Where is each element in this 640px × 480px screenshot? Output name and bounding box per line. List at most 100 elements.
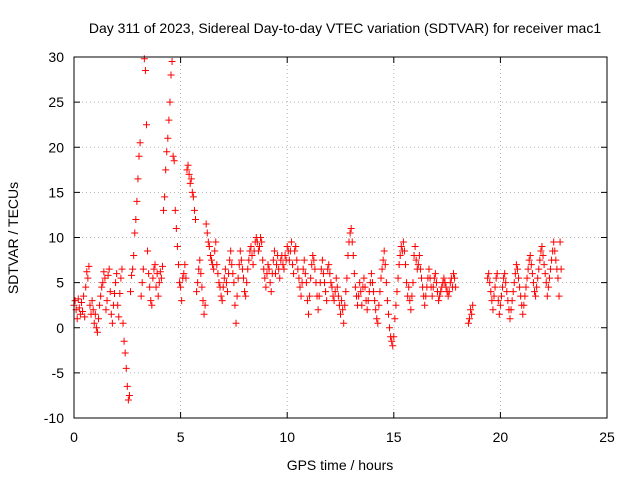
data-point <box>131 229 139 237</box>
y-tick-label: -5 <box>52 365 65 381</box>
data-point <box>493 270 501 278</box>
data-point <box>113 270 121 278</box>
data-point <box>83 268 91 276</box>
data-point <box>343 274 351 282</box>
data-point <box>515 274 523 282</box>
data-point <box>91 310 99 318</box>
data-point <box>204 238 212 246</box>
data-point <box>150 265 158 273</box>
data-point <box>264 261 272 269</box>
data-point <box>129 265 137 273</box>
data-point <box>307 274 315 282</box>
data-point <box>280 265 288 273</box>
axis-ticks <box>73 56 608 419</box>
data-point <box>112 279 120 287</box>
data-point <box>200 310 208 318</box>
data-point <box>341 301 349 309</box>
data-point <box>340 319 348 327</box>
data-point <box>300 256 308 264</box>
data-point <box>384 310 392 318</box>
data-point <box>115 313 123 321</box>
x-axis-label: GPS time / hours <box>287 457 394 473</box>
data-point <box>516 283 524 291</box>
data-point <box>542 279 550 287</box>
data-point <box>510 279 518 287</box>
data-point <box>356 279 364 287</box>
data-point <box>554 274 562 282</box>
data-point <box>416 265 424 273</box>
data-point <box>243 279 251 287</box>
data-point <box>364 297 372 305</box>
data-point <box>436 292 444 300</box>
data-point <box>88 297 96 305</box>
data-point <box>231 301 239 309</box>
data-point <box>540 261 548 269</box>
data-point <box>421 301 429 309</box>
data-point <box>555 292 563 300</box>
data-point <box>535 265 543 273</box>
data-point <box>130 252 138 260</box>
data-point <box>373 315 381 323</box>
data-point <box>303 297 311 305</box>
data-point <box>367 270 375 278</box>
data-point <box>160 206 168 214</box>
data-point <box>183 166 191 174</box>
data-point <box>262 283 270 291</box>
data-point <box>145 270 153 278</box>
data-point <box>211 247 219 255</box>
data-point <box>350 270 358 278</box>
data-point <box>279 261 287 269</box>
data-point <box>136 139 144 147</box>
data-point <box>281 252 289 260</box>
data-point <box>276 274 284 282</box>
data-point <box>177 283 185 291</box>
data-point <box>348 238 356 246</box>
data-point <box>287 238 295 246</box>
data-point <box>237 256 245 264</box>
data-point <box>283 243 291 251</box>
data-point <box>333 283 341 291</box>
data-point <box>525 256 533 264</box>
data-point <box>192 215 200 223</box>
data-point <box>289 261 297 269</box>
data-point <box>178 297 186 305</box>
data-point <box>321 279 329 287</box>
y-tick-label: 20 <box>48 139 64 155</box>
data-point <box>291 247 299 255</box>
data-point <box>545 274 553 282</box>
data-point <box>202 220 210 228</box>
data-point <box>306 292 314 300</box>
data-point <box>408 292 416 300</box>
data-point <box>411 243 419 251</box>
data-point <box>152 283 160 291</box>
data-point <box>185 170 193 178</box>
data-point <box>245 256 253 264</box>
data-point <box>198 283 206 291</box>
grid-lines <box>74 57 607 418</box>
data-point <box>226 256 234 264</box>
data-point <box>81 313 89 321</box>
data-point <box>219 283 227 291</box>
data-point <box>285 256 293 264</box>
data-point <box>290 270 298 278</box>
data-point <box>488 297 496 305</box>
data-point <box>390 333 398 341</box>
data-point <box>227 247 235 255</box>
data-point <box>511 270 519 278</box>
data-point <box>402 261 410 269</box>
data-point <box>254 247 262 255</box>
data-point <box>399 238 407 246</box>
data-point <box>380 247 388 255</box>
data-point <box>513 265 521 273</box>
data-point <box>156 268 164 276</box>
data-point <box>247 243 255 251</box>
data-point <box>500 274 508 282</box>
data-point <box>528 270 536 278</box>
data-point <box>529 279 537 287</box>
data-point <box>422 292 430 300</box>
data-point <box>334 292 342 300</box>
y-axis-label: SDTVAR / TECUs <box>5 182 21 294</box>
data-point <box>173 243 181 251</box>
data-point <box>147 297 155 305</box>
data-point <box>257 234 265 241</box>
